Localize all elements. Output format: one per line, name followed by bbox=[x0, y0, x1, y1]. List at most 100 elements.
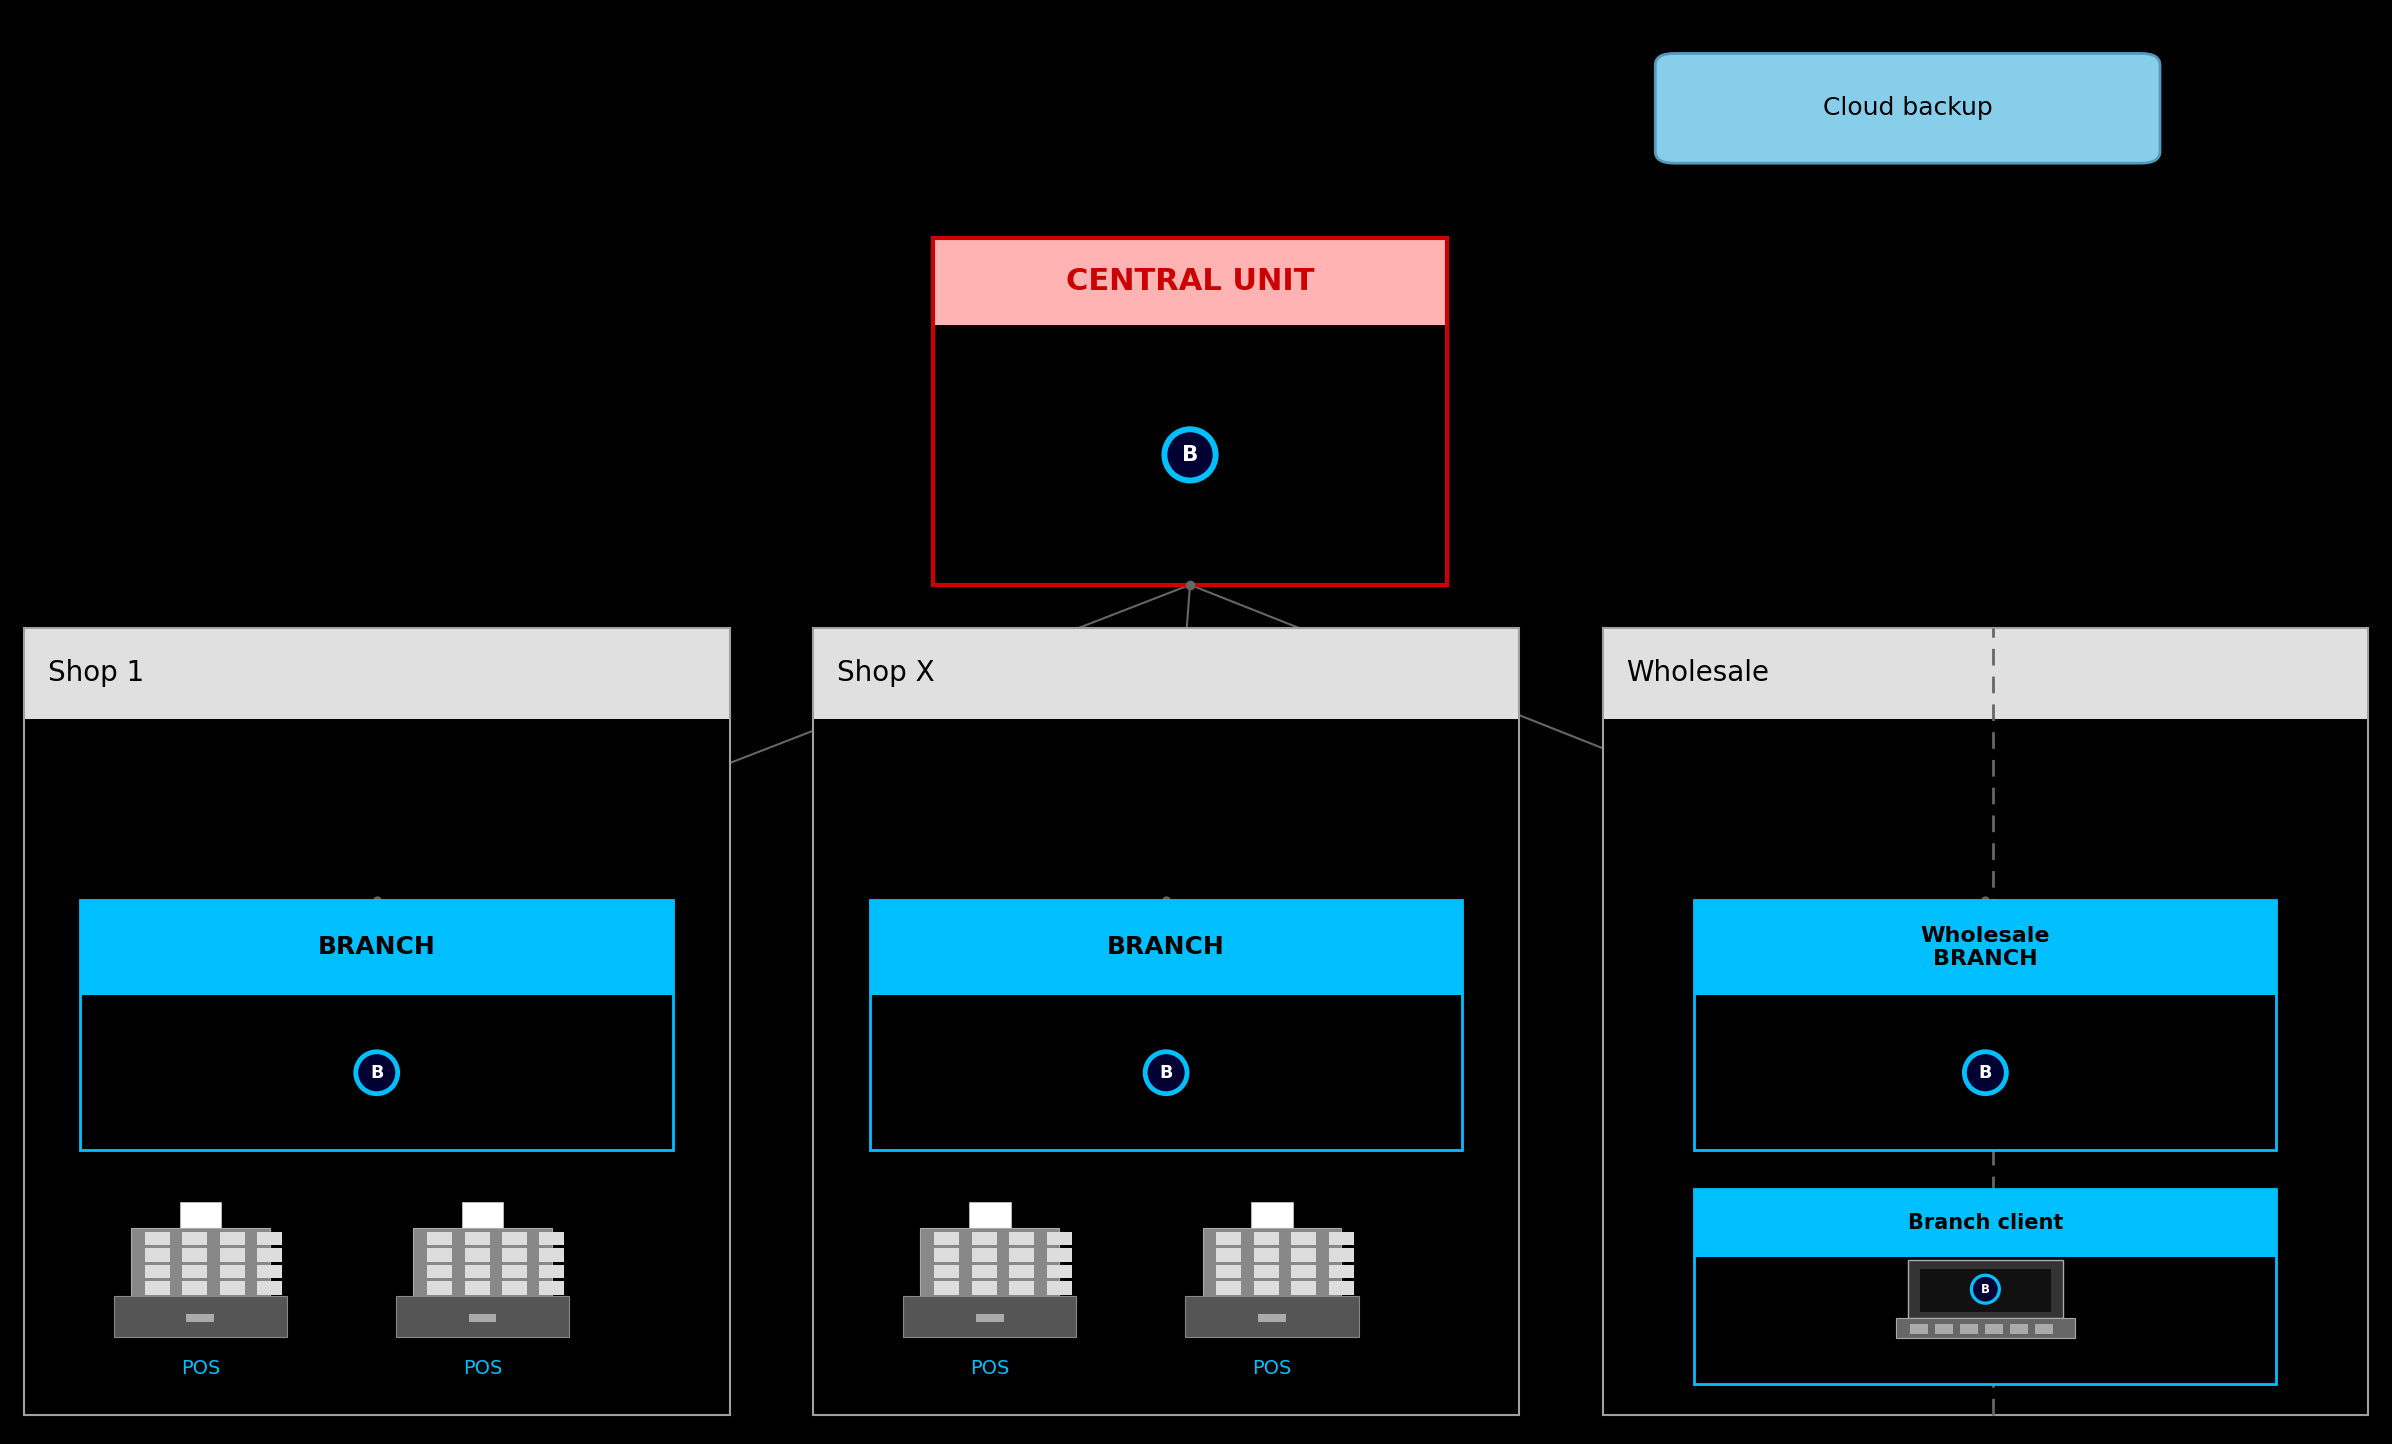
Text: CENTRAL UNIT: CENTRAL UNIT bbox=[1067, 267, 1313, 296]
Bar bbox=[541, 1248, 565, 1262]
Bar bbox=[1694, 900, 2277, 1151]
Bar bbox=[1603, 628, 2368, 719]
Bar bbox=[904, 1297, 1076, 1337]
Text: POS: POS bbox=[971, 1359, 1009, 1378]
Bar bbox=[1048, 1281, 1072, 1295]
Bar bbox=[1985, 1324, 2002, 1334]
Bar bbox=[1694, 900, 2277, 995]
Bar bbox=[1009, 1232, 1033, 1245]
Bar bbox=[933, 238, 1447, 325]
Bar bbox=[146, 1281, 170, 1295]
Bar bbox=[428, 1281, 452, 1295]
Text: Wholesale: Wholesale bbox=[1627, 660, 1770, 687]
Text: B: B bbox=[1978, 1064, 1993, 1082]
Bar bbox=[1048, 1248, 1072, 1262]
Bar bbox=[1694, 995, 2277, 1151]
Bar bbox=[871, 900, 1462, 1151]
Bar bbox=[258, 1281, 282, 1295]
Point bbox=[1148, 1061, 1186, 1084]
Bar bbox=[921, 1229, 1060, 1304]
Point bbox=[1148, 1061, 1186, 1084]
Bar bbox=[428, 1232, 452, 1245]
Bar bbox=[541, 1232, 565, 1245]
Bar bbox=[502, 1281, 526, 1295]
Bar bbox=[1218, 1265, 1241, 1278]
Bar bbox=[258, 1232, 282, 1245]
Point bbox=[1966, 1061, 2004, 1084]
Text: B: B bbox=[1160, 1064, 1172, 1082]
Bar bbox=[397, 1297, 569, 1337]
Bar bbox=[1909, 1261, 2064, 1318]
Bar bbox=[24, 628, 730, 1415]
Bar bbox=[1186, 1297, 1359, 1337]
Bar bbox=[112, 1297, 287, 1337]
Text: POS: POS bbox=[464, 1359, 502, 1378]
Bar bbox=[1009, 1265, 1033, 1278]
Bar bbox=[1218, 1248, 1241, 1262]
Bar bbox=[258, 1265, 282, 1278]
Bar bbox=[414, 1229, 553, 1304]
Text: POS: POS bbox=[1253, 1359, 1292, 1378]
Bar bbox=[132, 1229, 270, 1304]
Bar bbox=[933, 238, 1447, 585]
Bar bbox=[1253, 1232, 1280, 1245]
Text: Cloud backup: Cloud backup bbox=[1823, 97, 1993, 120]
Point bbox=[1172, 443, 1208, 466]
Bar bbox=[1048, 1232, 1072, 1245]
Bar bbox=[81, 900, 672, 995]
Bar bbox=[935, 1265, 959, 1278]
Bar bbox=[1292, 1248, 1316, 1262]
Bar bbox=[813, 628, 1519, 719]
FancyBboxPatch shape bbox=[1655, 53, 2160, 163]
Bar bbox=[971, 1281, 997, 1295]
Bar bbox=[464, 1232, 490, 1245]
Bar bbox=[1251, 1203, 1292, 1261]
Text: Branch client: Branch client bbox=[1909, 1213, 2062, 1233]
Point bbox=[1966, 1278, 2004, 1301]
Bar bbox=[428, 1248, 452, 1262]
Bar bbox=[502, 1265, 526, 1278]
Bar bbox=[81, 900, 672, 1151]
Bar bbox=[971, 1265, 997, 1278]
Bar bbox=[1961, 1324, 1978, 1334]
Bar bbox=[187, 1314, 215, 1323]
Bar bbox=[469, 1314, 498, 1323]
Point bbox=[1966, 1278, 2004, 1301]
Text: Shop X: Shop X bbox=[837, 660, 935, 687]
Text: Wholesale
BRANCH: Wholesale BRANCH bbox=[1921, 926, 2050, 969]
Bar bbox=[146, 1248, 170, 1262]
Bar bbox=[464, 1265, 490, 1278]
Point bbox=[1966, 1061, 2004, 1084]
Text: BRANCH: BRANCH bbox=[1107, 936, 1225, 959]
Bar bbox=[1603, 628, 2368, 1415]
Bar bbox=[81, 995, 672, 1151]
Bar bbox=[182, 1265, 208, 1278]
Point bbox=[1172, 443, 1208, 466]
Text: B: B bbox=[371, 1064, 383, 1082]
Bar bbox=[1258, 1314, 1287, 1323]
Point bbox=[356, 1061, 395, 1084]
Bar bbox=[971, 1248, 997, 1262]
Bar bbox=[258, 1248, 282, 1262]
Bar bbox=[1897, 1318, 2074, 1339]
Text: POS: POS bbox=[182, 1359, 220, 1378]
Bar bbox=[813, 719, 1519, 1415]
Bar bbox=[1203, 1229, 1342, 1304]
Bar bbox=[464, 1281, 490, 1295]
Text: Shop 1: Shop 1 bbox=[48, 660, 144, 687]
Bar bbox=[1911, 1324, 1928, 1334]
Bar bbox=[179, 1203, 220, 1261]
Bar bbox=[462, 1203, 502, 1261]
Bar bbox=[220, 1265, 244, 1278]
Bar bbox=[2009, 1324, 2028, 1334]
Bar bbox=[24, 719, 730, 1415]
Bar bbox=[502, 1248, 526, 1262]
Bar bbox=[182, 1248, 208, 1262]
Bar bbox=[1253, 1281, 1280, 1295]
Bar bbox=[935, 1281, 959, 1295]
Bar bbox=[1218, 1281, 1241, 1295]
Bar bbox=[1330, 1281, 1354, 1295]
Bar bbox=[813, 628, 1519, 1415]
Bar bbox=[1253, 1248, 1280, 1262]
Bar bbox=[935, 1248, 959, 1262]
